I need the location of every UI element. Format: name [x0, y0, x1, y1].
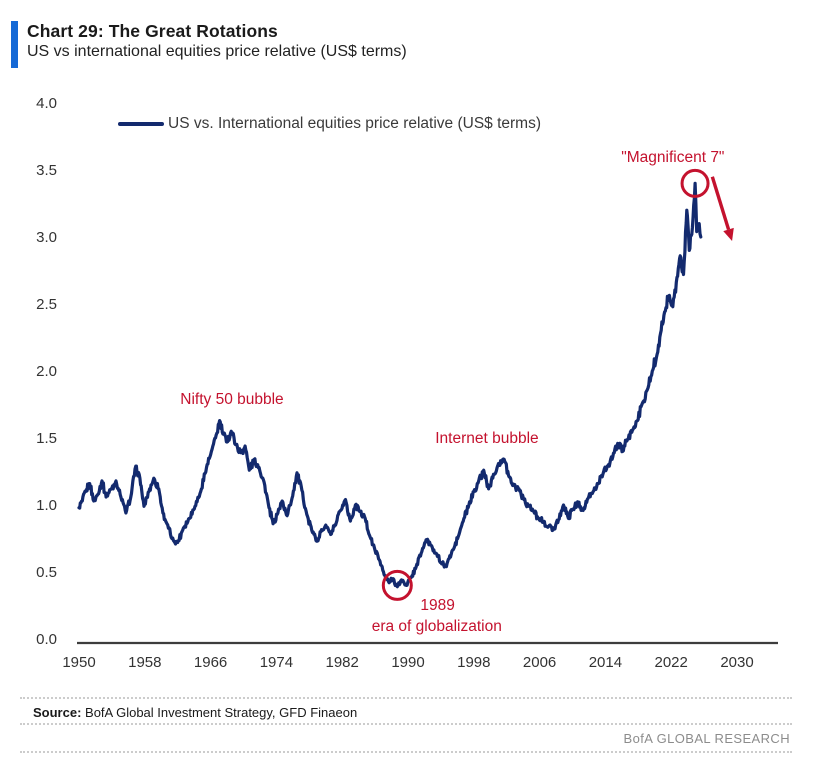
y-tick-label: 4.0	[36, 95, 57, 112]
y-tick-label: 2.0	[36, 363, 57, 380]
projection-arrow-shaft	[710, 176, 731, 231]
x-tick-label: 1958	[128, 654, 162, 671]
y-tick-label: 2.5	[36, 296, 57, 313]
circle-1989-trough	[381, 569, 413, 601]
x-tick-label: 1950	[62, 654, 96, 671]
chart-subtitle: US vs international equities price relat…	[27, 43, 407, 60]
y-tick-label: 1.0	[36, 497, 57, 514]
y-tick-label: 0.5	[36, 564, 57, 581]
x-tick-label: 2006	[522, 654, 557, 671]
chart-title: Chart 29: The Great Rotations	[27, 21, 278, 41]
price-relative-line	[77, 181, 703, 589]
legend: US vs. International equities price rela…	[118, 115, 541, 133]
title-accent-bar	[11, 21, 18, 68]
circle-magnificent-7-peak	[680, 168, 710, 198]
x-tick-label: 1982	[325, 654, 359, 671]
x-tick-label: 1974	[259, 654, 294, 671]
brand-label: BofA GLOBAL RESEARCH	[623, 731, 790, 746]
footer-divider-top	[20, 697, 792, 699]
source-text: BofA Global Investment Strategy, GFD Fin…	[81, 705, 358, 720]
x-tick-label: 1966	[193, 654, 228, 671]
year-1989-annotation: 1989	[420, 596, 455, 614]
y-tick-label: 1.5	[36, 430, 57, 447]
projection-arrow-head	[723, 227, 734, 242]
x-tick-label: 2014	[588, 654, 623, 671]
legend-label: US vs. International equities price rela…	[168, 115, 542, 132]
internet-bubble-annotation: Internet bubble	[435, 430, 539, 448]
y-tick-label: 3.5	[36, 162, 57, 179]
x-tick-label: 1990	[391, 654, 425, 671]
era-of-globalization-annotation: era of globalization	[371, 617, 502, 635]
source-line: Source: BofA Global Investment Strategy,…	[33, 705, 357, 720]
magnificent-7-annotation: "Magnificent 7"	[621, 148, 725, 166]
legend-line-swatch	[118, 122, 164, 126]
y-tick-label: 0.0	[36, 631, 57, 648]
footer-divider-middle	[20, 723, 792, 725]
x-tick-label: 1998	[457, 654, 491, 671]
x-tick-label: 2030	[720, 654, 754, 671]
y-tick-label: 3.0	[36, 229, 57, 246]
nifty-50-bubble-annotation: Nifty 50 bubble	[180, 391, 284, 409]
footer-divider-bottom	[20, 751, 792, 753]
source-label: Source:	[33, 705, 82, 720]
x-tick-label: 2022	[654, 654, 688, 671]
